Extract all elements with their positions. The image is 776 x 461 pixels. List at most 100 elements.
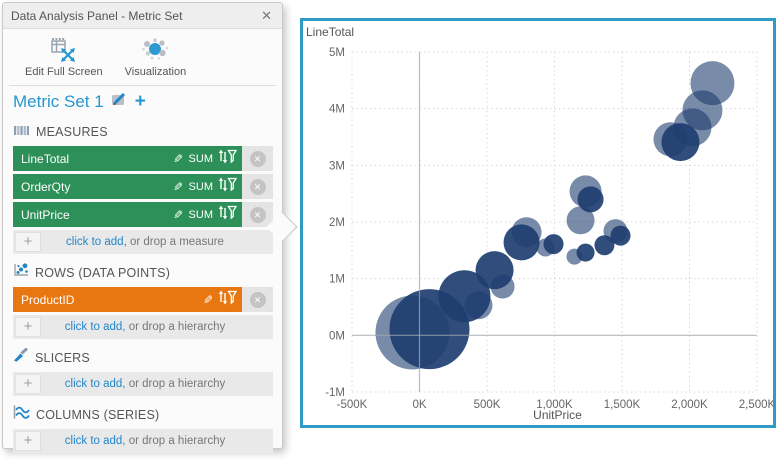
click-to-add-link[interactable]: click to add, xyxy=(66,236,127,248)
brush-icon xyxy=(13,347,29,367)
remove-strip: ✕ xyxy=(242,287,273,312)
sort-filter-icon[interactable] xyxy=(218,149,238,169)
x-tick-label: 2,000K xyxy=(671,399,708,411)
data-analysis-panel: Data Analysis Panel - Metric Set ✕ xyxy=(2,2,298,453)
aggregator-label[interactable]: SUM xyxy=(188,152,213,165)
plus-icon[interactable]: + xyxy=(15,317,41,337)
bubble-point[interactable] xyxy=(543,234,564,255)
aggregator-label[interactable]: SUM xyxy=(188,180,213,193)
x-tick-label: 1,500K xyxy=(604,399,641,411)
remove-icon[interactable]: ✕ xyxy=(249,150,266,167)
sort-filter-icon[interactable] xyxy=(218,290,238,310)
measure-label: LineTotal xyxy=(21,151,70,166)
bubble-point[interactable] xyxy=(577,186,604,213)
pencil-icon[interactable]: ✎ xyxy=(202,292,213,307)
waves-icon xyxy=(13,405,30,424)
measure-label: OrderQty xyxy=(21,179,71,194)
sort-filter-icon[interactable] xyxy=(218,205,238,225)
measures-icon xyxy=(13,123,30,141)
drop-hint: or drop a hierarchy xyxy=(125,435,226,447)
edit-full-screen-label: Edit Full Screen xyxy=(25,66,103,78)
y-tick-label: 0M xyxy=(329,330,345,342)
plus-icon[interactable]: + xyxy=(15,232,41,252)
hierarchy-label: ProductID xyxy=(21,292,75,307)
measures-section-label: MEASURES xyxy=(36,125,108,139)
edit-full-screen-icon xyxy=(50,37,77,63)
rows-section-label: ROWS (DATA POINTS) xyxy=(35,265,171,280)
panel-titlebar: Data Analysis Panel - Metric Set ✕ xyxy=(3,3,282,29)
edit-metric-set-icon[interactable] xyxy=(111,92,128,112)
visualization-label: Visualization xyxy=(124,66,187,78)
x-tick-label: 0K xyxy=(412,399,426,411)
y-tick-label: 2M xyxy=(329,217,345,229)
bubble-point[interactable] xyxy=(610,225,631,246)
y-tick-label: -1M xyxy=(325,387,345,399)
panel-title: Data Analysis Panel - Metric Set xyxy=(11,8,183,23)
add-slicer-row[interactable]: + click to add, or drop a hierarchy xyxy=(13,372,273,396)
y-tick-label: 1M xyxy=(329,274,345,286)
add-metric-set-icon[interactable]: + xyxy=(134,91,146,112)
bubble-point[interactable] xyxy=(511,217,542,248)
hierarchy-row-productid[interactable]: ProductID ✎ ✕ xyxy=(13,287,273,312)
bubble-point[interactable] xyxy=(464,291,493,320)
remove-icon[interactable]: ✕ xyxy=(249,291,266,308)
measure-row-unitprice[interactable]: UnitPrice ✎ SUM ✕ xyxy=(13,202,273,227)
x-axis-title: UnitPrice xyxy=(533,408,582,422)
remove-icon[interactable]: ✕ xyxy=(249,178,266,195)
close-icon[interactable]: ✕ xyxy=(261,7,272,23)
remove-strip: ✕ xyxy=(242,146,273,171)
drop-hint: or drop a measure xyxy=(126,236,224,248)
sort-filter-icon[interactable] xyxy=(218,177,238,197)
y-tick-label: 3M xyxy=(329,160,345,172)
x-tick-label: 500K xyxy=(474,399,501,411)
add-hierarchy-text: click to add, or drop a hierarchy xyxy=(43,321,273,333)
y-axis-title: LineTotal xyxy=(306,25,355,39)
visualization-icon xyxy=(141,37,169,63)
click-to-add-link[interactable]: click to add, xyxy=(64,321,126,333)
y-tick-label: 5M xyxy=(329,47,345,59)
add-slicer-text: click to add, or drop a hierarchy xyxy=(43,378,273,390)
x-tick-label: 1,000K xyxy=(536,399,573,411)
measure-label: UnitPrice xyxy=(21,207,70,222)
drop-hint: or drop a hierarchy xyxy=(125,321,226,333)
bubble-chart[interactable]: LineTotal -500K 0K 500K 1,000K 1,500K 2,000K 2… xyxy=(300,18,776,428)
columns-section-header: COLUMNS (SERIES) xyxy=(3,398,282,427)
hierarchy-pill: ProductID ✎ xyxy=(13,287,242,312)
pencil-icon[interactable]: ✎ xyxy=(173,207,184,222)
add-measure-row[interactable]: + click to add, or drop a measure xyxy=(13,230,273,254)
chart-plot-area[interactable]: -500K 0K 500K 1,000K 1,500K 2,000K 2,500K 5M 4M 3… xyxy=(303,21,775,425)
click-to-add-link[interactable]: click to add, xyxy=(64,435,126,447)
x-tick-label: -500K xyxy=(337,399,368,411)
bubble-point[interactable] xyxy=(576,243,595,262)
visualization-button[interactable]: Visualization xyxy=(117,34,195,80)
plus-icon[interactable]: + xyxy=(15,374,41,394)
toolbar-separator xyxy=(9,85,276,86)
columns-section-label: COLUMNS (SERIES) xyxy=(36,407,160,422)
pencil-icon[interactable]: ✎ xyxy=(173,179,184,194)
drop-hint: or drop a hierarchy xyxy=(125,378,226,390)
scatter-points-icon xyxy=(13,263,29,282)
aggregator-label[interactable]: SUM xyxy=(188,208,213,221)
plus-icon[interactable]: + xyxy=(15,431,41,451)
remove-icon[interactable]: ✕ xyxy=(249,206,266,223)
bubble-point[interactable] xyxy=(566,206,595,235)
measure-pill: LineTotal ✎ SUM xyxy=(13,146,242,171)
add-column-row[interactable]: + click to add, or drop a hierarchy xyxy=(13,429,273,453)
bubble-point[interactable] xyxy=(490,274,515,299)
measure-row-linetotal[interactable]: LineTotal ✎ SUM ✕ xyxy=(13,146,273,171)
slicers-section-label: SLICERS xyxy=(35,350,90,365)
bubble-point[interactable] xyxy=(690,61,735,106)
add-column-text: click to add, or drop a hierarchy xyxy=(43,435,273,447)
add-rows-hierarchy-row[interactable]: + click to add, or drop a hierarchy xyxy=(13,315,273,339)
slicers-section-header: SLICERS xyxy=(3,341,282,370)
edit-full-screen-button[interactable]: Edit Full Screen xyxy=(17,34,111,80)
remove-strip: ✕ xyxy=(242,174,273,199)
metric-set-title[interactable]: Metric Set 1 xyxy=(13,92,104,111)
measures-section-header: MEASURES xyxy=(3,116,282,144)
click-to-add-link[interactable]: click to add, xyxy=(64,378,126,390)
pencil-icon[interactable]: ✎ xyxy=(173,151,184,166)
metric-set-header: Metric Set 1 + xyxy=(3,86,282,116)
add-measure-text: click to add, or drop a measure xyxy=(43,236,273,248)
measure-row-orderqty[interactable]: OrderQty ✎ SUM ✕ xyxy=(13,174,273,199)
measure-pill: OrderQty ✎ SUM xyxy=(13,174,242,199)
